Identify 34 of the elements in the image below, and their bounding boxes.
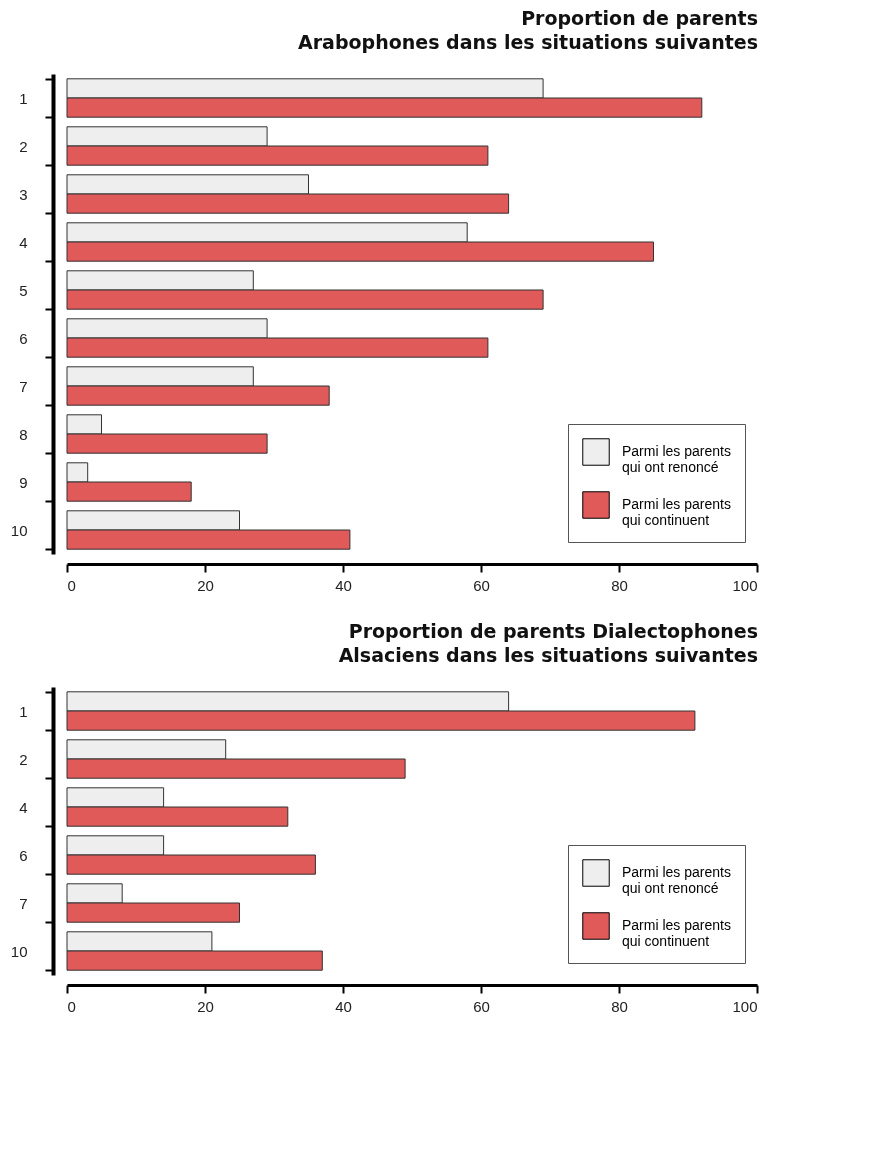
text: Parmi les parents qui ont renoncé [622, 864, 731, 896]
x-tick-label: 40 [335, 576, 352, 594]
y-tick-label: 6 [19, 329, 28, 347]
y-tick-label: 2 [19, 750, 28, 768]
y-tick-label: 4 [19, 798, 28, 816]
y-tick-label: 7 [19, 377, 28, 395]
legend-label: Parmi les parents qui continuent [622, 496, 731, 528]
y-tick-label: 1 [19, 89, 28, 107]
chart-title: Proportion de parents Dialectophones Alsaciens dans les situations suivantes [338, 620, 758, 666]
y-tick-label: 10 [10, 521, 28, 539]
y-tick-label: 1 [19, 702, 28, 720]
y-tick-label: 7 [19, 894, 28, 912]
x-tick-label: 100 [732, 997, 758, 1015]
y-tick-label: 2 [19, 137, 28, 155]
chart-title: Proportion de parents Arabophones dans les situations suivantes [298, 7, 758, 53]
x-tick-label: 60 [473, 576, 490, 594]
x-tick-label: 100 [732, 576, 758, 594]
x-tick-label: 0 [67, 576, 76, 594]
x-tick-label: 80 [611, 997, 628, 1015]
x-tick-label: 20 [197, 997, 214, 1015]
y-tick-label: 5 [19, 281, 28, 299]
y-tick-label: 8 [19, 425, 28, 443]
x-tick-label: 20 [197, 576, 214, 594]
y-tick-label: 9 [19, 473, 28, 491]
legend-label: Parmi les parents qui continuent [622, 917, 731, 949]
x-tick-label: 0 [67, 997, 76, 1015]
x-tick-label: 40 [335, 997, 352, 1015]
y-tick-label: 10 [10, 942, 28, 960]
y-tick-label: 3 [19, 185, 28, 203]
x-tick-label: 60 [473, 997, 490, 1015]
y-tick-label: 4 [19, 233, 28, 251]
x-tick-label: 80 [611, 576, 628, 594]
y-tick-label: 6 [19, 846, 28, 864]
legend-label: Parmi les parents qui ont renoncé [622, 443, 731, 475]
